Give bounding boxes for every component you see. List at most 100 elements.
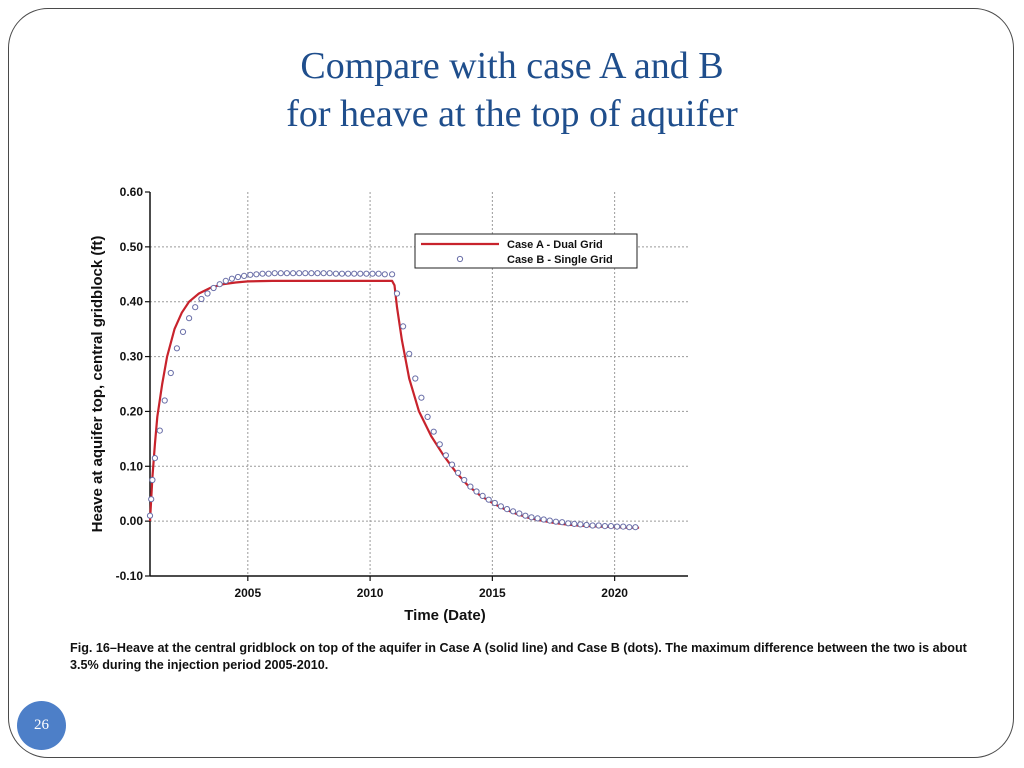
legend-label-case-b: Case B - Single Grid <box>507 254 613 266</box>
data-point-case-b <box>283 270 290 277</box>
data-point-case-b <box>614 523 621 530</box>
data-point-case-b <box>186 315 193 322</box>
data-point-case-b <box>528 514 535 521</box>
data-point-case-b <box>241 272 248 279</box>
data-point-case-b <box>148 496 155 503</box>
data-point-case-b <box>626 524 633 531</box>
data-point-case-b <box>345 270 352 277</box>
data-point-case-b <box>571 520 578 528</box>
data-point-case-b <box>216 281 223 288</box>
data-point-case-b <box>290 270 297 277</box>
data-point-case-b <box>436 441 443 448</box>
y-tick-label: 0.10 <box>120 459 144 473</box>
data-point-case-b <box>375 270 382 277</box>
data-point-case-b <box>607 523 615 530</box>
data-point-case-b <box>357 270 364 277</box>
x-axis-title: Time (Date) <box>404 607 485 624</box>
y-tick-label: 0.50 <box>120 240 144 254</box>
figure-caption: Fig. 16–Heave at the central gridblock o… <box>70 641 967 672</box>
x-tick-label: 2005 <box>234 586 261 600</box>
data-point-case-b <box>192 304 199 311</box>
page-number-badge: 26 <box>17 701 66 750</box>
data-point-case-b <box>253 271 260 278</box>
data-point-case-b <box>326 270 333 277</box>
data-point-case-b <box>589 522 596 529</box>
data-point-case-b <box>424 413 431 420</box>
data-point-case-b <box>503 506 511 513</box>
data-point-case-b <box>314 270 321 277</box>
data-point-case-b <box>412 375 419 382</box>
data-point-case-b <box>277 270 284 277</box>
data-point-case-b <box>259 270 266 277</box>
data-point-case-b <box>302 270 309 277</box>
slide-title-line-1: Compare with case A and B <box>300 45 724 87</box>
data-point-case-b <box>363 270 370 277</box>
x-tick-label: 2015 <box>479 586 506 600</box>
data-point-case-b <box>222 277 229 284</box>
data-point-case-b <box>565 520 572 527</box>
data-point-case-b <box>491 499 498 507</box>
y-tick-label: 0.00 <box>120 514 144 528</box>
data-point-case-b <box>540 516 547 523</box>
data-point-case-b <box>198 295 205 303</box>
data-point-case-b <box>595 522 602 529</box>
data-point-case-b <box>461 476 468 484</box>
data-point-case-b <box>173 345 180 352</box>
x-tick-label: 2010 <box>357 586 384 600</box>
data-point-case-b <box>467 483 474 490</box>
data-point-case-b <box>497 503 504 510</box>
data-point-case-b <box>156 427 163 434</box>
data-point-case-b <box>455 469 462 476</box>
y-tick-label: 0.40 <box>120 295 144 309</box>
data-point-case-b <box>479 492 486 499</box>
x-tick-label: 2020 <box>601 586 628 600</box>
data-point-case-b <box>146 512 154 519</box>
y-tick-label: 0.20 <box>120 404 144 418</box>
data-point-case-b <box>418 394 425 401</box>
data-point-case-b <box>473 488 480 495</box>
slide-frame <box>8 8 1014 758</box>
data-point-case-b <box>338 270 346 277</box>
data-point-case-b <box>406 350 413 357</box>
y-axis-title: Heave at aquifer top, central gridblock … <box>89 236 106 533</box>
data-point-case-b <box>149 476 156 484</box>
data-point-case-b <box>534 515 541 522</box>
data-point-case-b <box>369 270 376 277</box>
legend-swatch-case-b <box>456 255 464 263</box>
data-point-case-b <box>448 461 456 468</box>
data-point-case-b <box>393 290 401 297</box>
data-point-case-b <box>228 275 235 282</box>
data-point-case-b <box>430 428 437 435</box>
data-point-case-b <box>210 284 217 292</box>
data-point-case-b <box>546 517 553 524</box>
heave-chart: -0.10 0.00 0.10 0.20 0.30 0.40 0.50 0.60 2005 201… <box>89 185 688 624</box>
data-point-case-b <box>583 521 590 529</box>
data-point-case-b <box>620 523 627 530</box>
data-point-case-b <box>442 452 449 459</box>
data-point-case-b <box>296 270 303 277</box>
y-tick-label: 0.30 <box>120 350 144 364</box>
data-point-case-b <box>265 270 272 277</box>
data-point-case-b <box>247 271 254 278</box>
data-point-case-b <box>601 523 609 530</box>
data-point-case-b <box>151 455 158 462</box>
slide-title-line-2: for heave at the top of aquifer <box>286 93 738 135</box>
data-point-case-b <box>389 271 396 278</box>
data-point-case-b <box>308 270 315 277</box>
legend-label-case-a: Case A - Dual Grid <box>507 239 603 251</box>
slide-title: Compare with case A and B for heave at t… <box>0 42 1024 138</box>
data-point-case-b <box>161 397 168 404</box>
data-point-case-b <box>400 323 407 330</box>
data-point-case-b <box>522 512 529 519</box>
data-point-case-b <box>509 508 517 515</box>
legend-box <box>414 233 638 269</box>
y-tick-label: 0.60 <box>120 185 144 199</box>
data-point-case-b <box>552 518 560 525</box>
data-point-case-b <box>577 521 584 528</box>
data-point-case-b <box>320 270 327 277</box>
data-point-case-b <box>271 270 278 277</box>
data-point-case-b <box>167 369 174 377</box>
data-point-case-b <box>559 519 566 526</box>
y-tick-label: -0.10 <box>116 569 144 583</box>
data-point-case-b <box>485 496 492 503</box>
